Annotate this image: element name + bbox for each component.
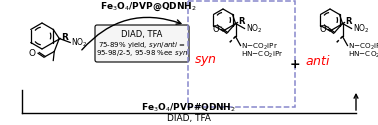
Text: 95-98/2-5, 95-98 %ee $\mathit{syn}$: 95-98/2-5, 95-98 %ee $\mathit{syn}$ xyxy=(96,48,188,58)
Text: NO$_2$: NO$_2$ xyxy=(246,22,262,35)
Text: $\mathbf{\mathit{anti}}$: $\mathbf{\mathit{anti}}$ xyxy=(305,54,331,68)
Text: N$-$CO$_2$iPr: N$-$CO$_2$iPr xyxy=(240,41,278,52)
Text: O: O xyxy=(320,24,327,34)
Text: O: O xyxy=(213,24,220,34)
Text: N$-$CO$_2$iPr: N$-$CO$_2$iPr xyxy=(347,41,378,52)
Text: Fe$_3$O$_4$/PVP@QDNH$_2$: Fe$_3$O$_4$/PVP@QDNH$_2$ xyxy=(100,1,196,13)
Text: NO$_2$: NO$_2$ xyxy=(353,22,369,35)
Text: HN$-$CO$_2$iPr: HN$-$CO$_2$iPr xyxy=(347,49,378,60)
Text: NO$_2$: NO$_2$ xyxy=(71,36,88,49)
Text: DIAD, TFA: DIAD, TFA xyxy=(121,30,163,38)
Text: HN$-$CO$_2$iPr: HN$-$CO$_2$iPr xyxy=(240,49,283,60)
Text: +: + xyxy=(290,58,300,70)
Text: DIAD, TFA: DIAD, TFA xyxy=(167,114,211,124)
Text: Fe$_3$O$_4$/PVP#QDNH$_2$: Fe$_3$O$_4$/PVP#QDNH$_2$ xyxy=(141,102,237,114)
Text: R: R xyxy=(239,17,245,26)
Text: R: R xyxy=(345,17,352,26)
Text: R: R xyxy=(61,33,68,42)
Text: $\mathbf{\mathit{syn}}$: $\mathbf{\mathit{syn}}$ xyxy=(194,54,217,68)
Text: O: O xyxy=(28,48,35,58)
FancyBboxPatch shape xyxy=(95,25,189,62)
Text: 75-89% yield, $\mathit{syn/anti}$ =: 75-89% yield, $\mathit{syn/anti}$ = xyxy=(98,38,186,50)
